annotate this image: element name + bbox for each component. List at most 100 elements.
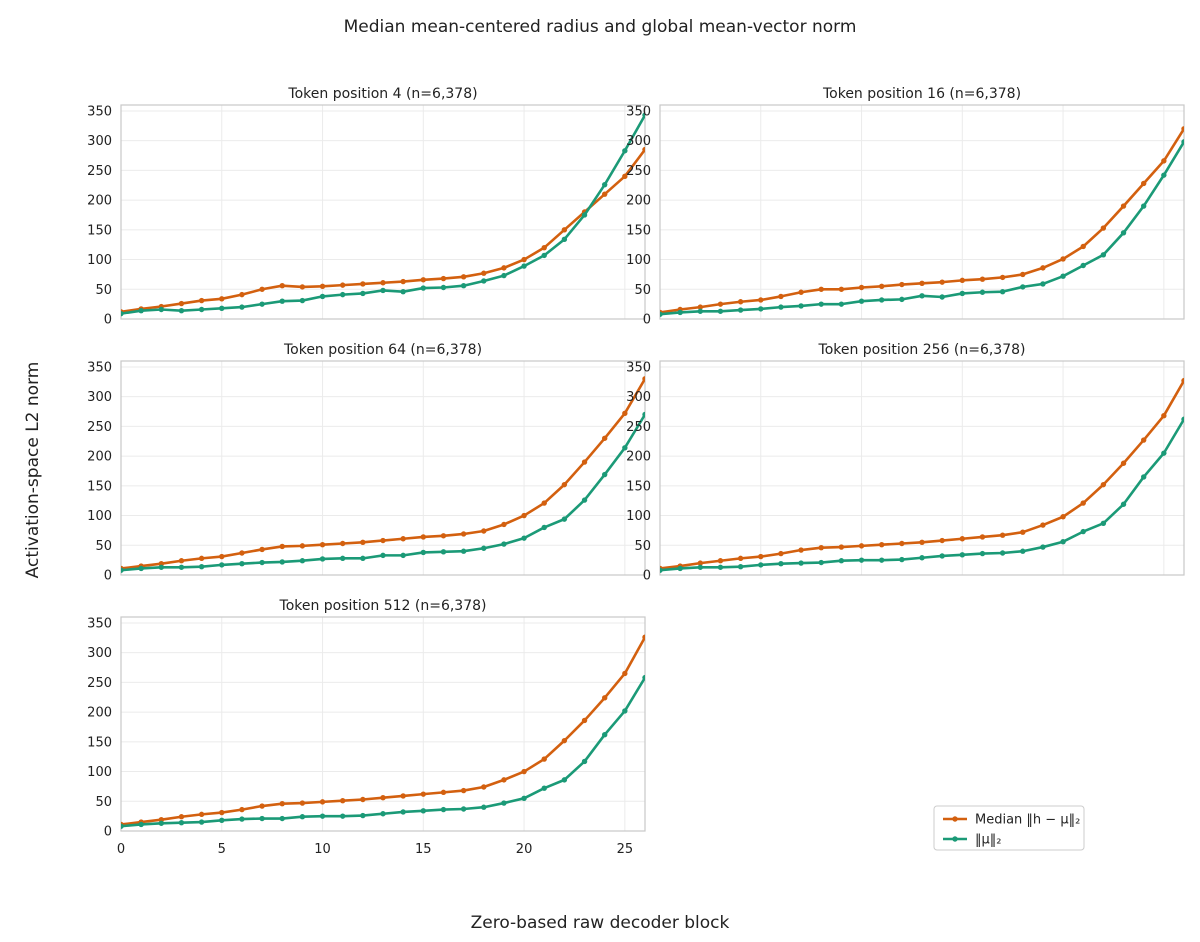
y-tick-label: 150 bbox=[87, 479, 112, 494]
data-point bbox=[1080, 500, 1086, 506]
data-point bbox=[501, 521, 507, 528]
data-point bbox=[939, 294, 945, 300]
data-point bbox=[279, 283, 285, 289]
data-point bbox=[1181, 377, 1184, 384]
data-point bbox=[239, 561, 245, 567]
data-point bbox=[1080, 262, 1086, 269]
data-point bbox=[1020, 529, 1026, 535]
y-tick-label: 100 bbox=[87, 509, 112, 524]
data-point bbox=[521, 768, 527, 775]
data-point bbox=[979, 550, 986, 557]
data-point bbox=[279, 559, 285, 565]
data-point bbox=[158, 820, 165, 826]
data-point bbox=[758, 297, 764, 303]
data-point bbox=[259, 815, 265, 822]
data-point bbox=[380, 287, 386, 294]
data-point bbox=[501, 272, 507, 279]
data-point bbox=[622, 708, 628, 714]
y-tick-label: 150 bbox=[87, 735, 112, 750]
data-point bbox=[198, 563, 205, 570]
data-point bbox=[178, 307, 185, 314]
subplot-title: Token position 64 (n=6,378) bbox=[283, 342, 482, 358]
data-point bbox=[440, 806, 447, 813]
subplot-title: Token position 256 (n=6,378) bbox=[818, 342, 1026, 358]
data-point bbox=[919, 555, 925, 561]
data-point bbox=[360, 555, 366, 562]
series-group bbox=[660, 377, 1184, 573]
y-tick-label: 150 bbox=[87, 223, 112, 238]
data-point bbox=[259, 546, 265, 553]
data-point bbox=[838, 301, 845, 307]
data-point bbox=[440, 789, 447, 796]
data-point bbox=[581, 758, 588, 765]
data-point bbox=[737, 563, 744, 570]
data-point bbox=[400, 809, 406, 815]
data-point bbox=[581, 717, 588, 724]
data-point bbox=[380, 537, 386, 544]
data-point bbox=[1080, 243, 1086, 250]
y-tick-label: 0 bbox=[104, 825, 112, 840]
y-tick-label: 250 bbox=[626, 420, 651, 435]
data-point bbox=[818, 286, 824, 292]
data-point bbox=[158, 306, 165, 313]
data-point bbox=[622, 445, 628, 451]
data-point bbox=[219, 817, 225, 823]
data-point bbox=[460, 787, 467, 794]
data-point bbox=[959, 290, 966, 297]
data-point bbox=[481, 528, 487, 534]
data-point bbox=[420, 808, 427, 814]
data-point bbox=[798, 547, 804, 553]
data-point bbox=[178, 300, 185, 307]
y-tick-label: 300 bbox=[87, 134, 112, 149]
data-point bbox=[878, 283, 885, 290]
y-tick-label: 250 bbox=[87, 420, 112, 435]
data-point bbox=[400, 536, 406, 542]
data-point bbox=[420, 791, 427, 797]
y-tick-label: 350 bbox=[626, 360, 651, 375]
data-point bbox=[798, 303, 804, 309]
data-point bbox=[858, 557, 865, 563]
data-point bbox=[481, 804, 487, 810]
data-point bbox=[541, 785, 547, 791]
subplot-title: Token position 16 (n=6,378) bbox=[822, 86, 1021, 102]
data-point bbox=[138, 821, 144, 828]
data-point bbox=[778, 293, 784, 300]
data-point bbox=[360, 539, 366, 546]
x-axis-label: Zero-based raw decoder block bbox=[471, 913, 730, 933]
x-tick-label: 25 bbox=[617, 842, 634, 857]
series-line-2 bbox=[660, 418, 1184, 572]
data-point bbox=[339, 291, 346, 298]
data-point bbox=[521, 795, 527, 802]
figure-title: Median mean-centered radius and global m… bbox=[344, 17, 857, 37]
data-point bbox=[561, 481, 568, 488]
legend-box bbox=[933, 805, 1085, 851]
data-point bbox=[259, 286, 265, 292]
y-tick-label: 150 bbox=[626, 479, 651, 494]
data-point bbox=[521, 512, 527, 519]
data-point bbox=[339, 540, 346, 547]
series-line-2 bbox=[121, 413, 645, 572]
data-point bbox=[798, 289, 804, 295]
data-point bbox=[460, 531, 467, 537]
data-point bbox=[1120, 501, 1127, 507]
data-point bbox=[1100, 481, 1107, 488]
data-point bbox=[239, 816, 245, 822]
data-point bbox=[279, 298, 285, 304]
data-point bbox=[339, 813, 346, 819]
data-point bbox=[601, 181, 608, 188]
y-tick-label: 100 bbox=[87, 253, 112, 268]
data-point bbox=[818, 301, 824, 307]
data-point bbox=[677, 565, 683, 572]
data-point bbox=[219, 553, 225, 560]
data-point bbox=[178, 564, 185, 570]
data-point bbox=[121, 310, 124, 317]
data-point bbox=[198, 819, 205, 825]
data-point bbox=[541, 244, 547, 251]
data-point bbox=[521, 256, 527, 263]
data-point bbox=[420, 534, 427, 540]
data-point bbox=[737, 555, 744, 562]
x-tick-label: 10 bbox=[314, 842, 331, 857]
data-point bbox=[737, 307, 744, 313]
subplot-3: Token position 64 (n=6,378) 0 50 100 150 200 2… bbox=[87, 342, 646, 584]
data-point bbox=[259, 559, 265, 566]
